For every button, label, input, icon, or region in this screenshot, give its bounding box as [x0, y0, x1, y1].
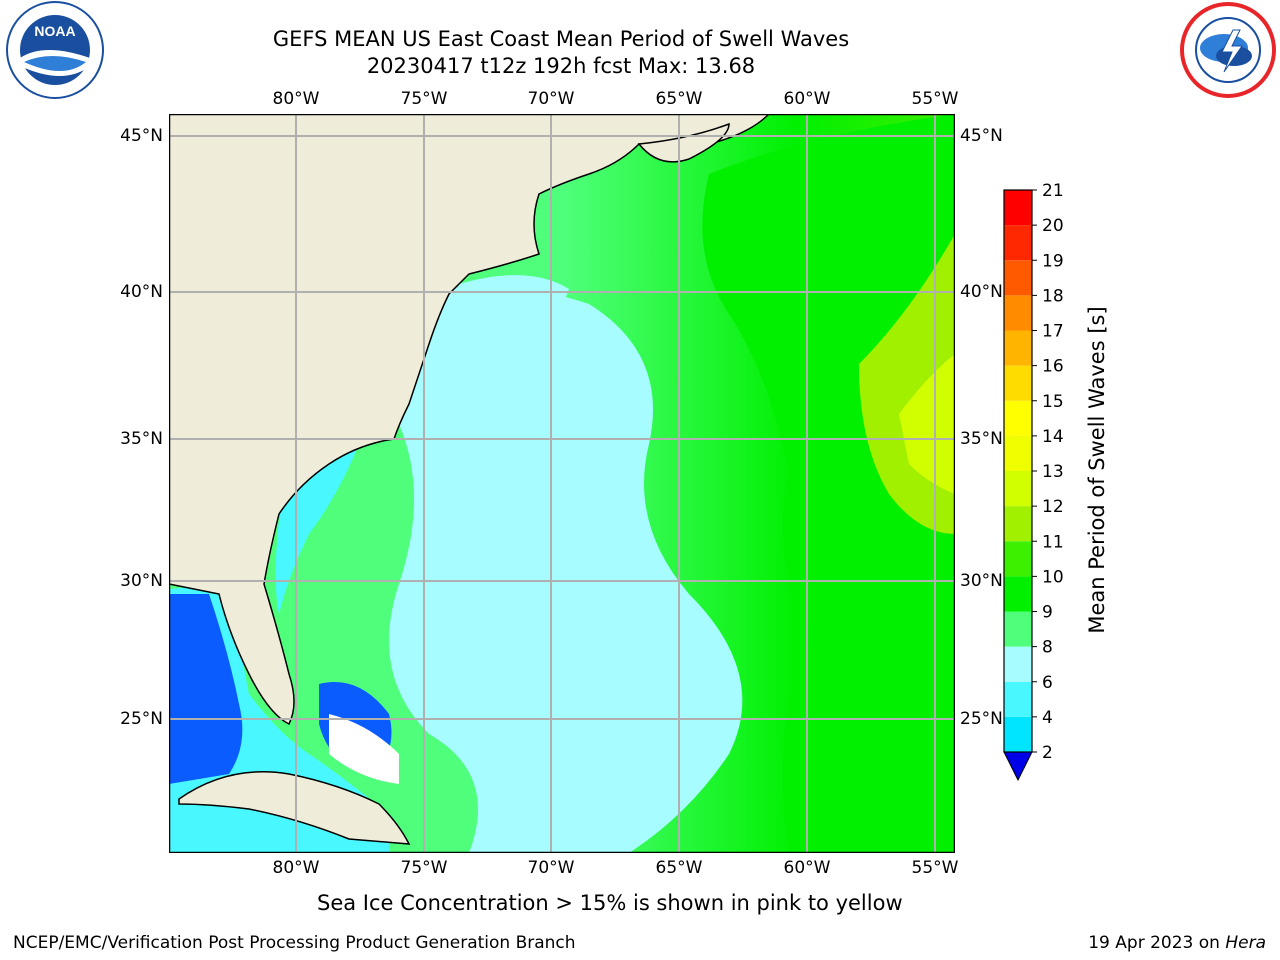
lat-label-right: 45°N: [960, 126, 1003, 146]
colorbar-tick-label: 10: [1042, 567, 1064, 587]
map-frame: [169, 114, 955, 853]
colorbar-segment: [1004, 330, 1032, 366]
ocean-region-8-9s-north: [453, 275, 569, 354]
lat-label-right: 40°N: [960, 282, 1003, 302]
lon-label-bottom: 65°W: [655, 858, 703, 878]
colorbar-segment: [1004, 400, 1032, 436]
colorbar-segment: [1004, 365, 1032, 401]
nws-logo: [1178, 0, 1278, 100]
colorbar-tick-label: 12: [1042, 497, 1064, 517]
colorbar-segment: [1004, 295, 1032, 331]
colorbar-under-extension: [1003, 751, 1033, 782]
colorbar-tick-label: 11: [1042, 532, 1064, 552]
ocean-region-8-9s: [389, 286, 743, 853]
lon-label-bottom: 80°W: [272, 858, 320, 878]
lat-label-left: 40°N: [120, 282, 163, 302]
lat-label-right: 30°N: [960, 571, 1003, 591]
colorbar-tick-label: 15: [1042, 392, 1064, 412]
graticule: [169, 114, 955, 853]
colorbar-segment: [1004, 435, 1032, 471]
colorbar-segment: [1004, 506, 1032, 542]
colorbar-tick-label: 19: [1042, 251, 1064, 271]
footer-date-text: 19 Apr 2023 on: [1088, 933, 1226, 953]
colorbar-segments: [1003, 189, 1033, 782]
chart-subtitle: 20230417 t12z 192h fcst Max: 13.68: [366, 54, 756, 78]
colorbar-segment: [1004, 716, 1032, 752]
footer-credit: NCEP/EMC/Verification Post Processing Pr…: [13, 933, 576, 953]
colorbar-tick-label: 14: [1042, 427, 1064, 447]
lat-label-right: 25°N: [960, 709, 1003, 729]
lon-label-top: 55°W: [911, 89, 959, 109]
colorbar-segment: [1004, 646, 1032, 682]
colorbar-tick-label: 16: [1042, 357, 1064, 377]
lon-label-top: 80°W: [272, 89, 320, 109]
lon-label-top: 75°W: [400, 89, 448, 109]
lon-label-top: 70°W: [527, 89, 575, 109]
ocean-region-10-11s: [702, 114, 955, 853]
colorbar-segment: [1004, 260, 1032, 296]
chart-title: GEFS MEAN US East Coast Mean Period of S…: [272, 27, 850, 51]
colorbar-tick-label: 8: [1042, 638, 1053, 658]
lat-label-right: 35°N: [960, 429, 1003, 449]
lon-label-bottom: 60°W: [783, 858, 831, 878]
colorbar-segment: [1004, 681, 1032, 717]
sea-ice-caption: Sea Ice Concentration > 15% is shown in …: [317, 891, 903, 915]
colorbar-tick-label: 2: [1042, 743, 1053, 763]
colorbar-segment: [1004, 190, 1032, 226]
colorbar-segment: [1004, 576, 1032, 612]
colorbar-tick-label: 6: [1042, 673, 1053, 693]
lat-label-left: 30°N: [120, 571, 163, 591]
gulf-region-2-4s: [169, 594, 243, 784]
colorbar-tick-label: 20: [1042, 216, 1064, 236]
lon-label-bottom: 75°W: [400, 858, 448, 878]
colorbar-tick-label: 21: [1042, 181, 1064, 201]
colorbar-tick-label: 18: [1042, 286, 1064, 306]
lon-label-bottom: 55°W: [911, 858, 959, 878]
colorbar: 2 4 6 8 9 10 11 12 13 14 15 16 17 18 19 20 21: [1003, 181, 1064, 782]
colorbar-segment: [1004, 611, 1032, 647]
bahamas-white: [329, 714, 399, 784]
footer-host: Hera: [1225, 933, 1266, 953]
colorbar-segment: [1004, 225, 1032, 261]
land-north-america: [169, 114, 771, 726]
colorbar-tick-label: 9: [1042, 603, 1053, 623]
colorbar-segment: [1004, 541, 1032, 577]
swell-period-map: [169, 114, 955, 853]
lat-label-left: 25°N: [120, 709, 163, 729]
lat-label-left: 45°N: [120, 126, 163, 146]
lon-label-top: 60°W: [783, 89, 831, 109]
ocean-region-13-14s: [899, 354, 955, 494]
lon-label-bottom: 70°W: [527, 858, 575, 878]
lon-label-top: 65°W: [655, 89, 703, 109]
footer-date: 19 Apr 2023 on Hera: [1088, 933, 1266, 953]
noaa-logo-text: NOAA: [34, 23, 75, 39]
colorbar-ticks: 2 4 6 8 9 10 11 12 13 14 15 16 17 18 19 20 21: [1032, 181, 1064, 763]
land-cuba: [178, 771, 411, 845]
lat-label-left: 35°N: [120, 429, 163, 449]
colorbar-tick-label: 4: [1042, 708, 1053, 728]
colorbar-tick-label: 17: [1042, 322, 1064, 342]
colorbar-tick-label: 13: [1042, 462, 1064, 482]
colorbar-segment: [1004, 471, 1032, 507]
noaa-logo: NOAA: [4, 0, 106, 100]
